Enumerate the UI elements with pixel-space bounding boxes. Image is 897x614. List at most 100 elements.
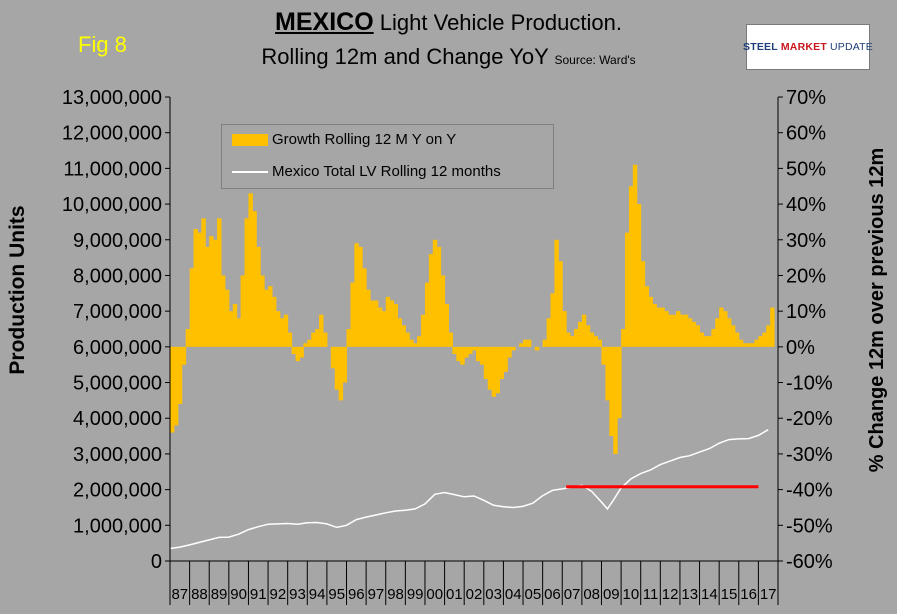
x-tick-label: 90	[230, 586, 247, 603]
x-tick-label: 03	[485, 586, 502, 603]
growth-bar	[660, 307, 665, 347]
growth-bar	[656, 307, 661, 347]
growth-bar	[589, 332, 595, 347]
left-tick-label: 6,000,000	[73, 337, 162, 359]
subtitle-text: Rolling 12m and Change YoY	[261, 44, 555, 69]
growth-bar	[617, 346, 622, 419]
growth-bar	[311, 332, 316, 347]
right-tick-label: 70%	[786, 87, 826, 109]
growth-bar	[220, 275, 226, 347]
x-tick-label: 06	[544, 586, 561, 603]
growth-bar	[723, 311, 728, 347]
growth-bar	[287, 332, 293, 347]
logo-word-update: UPDATE	[829, 41, 873, 53]
title-rest: Light Vehicle Production.	[373, 10, 622, 35]
production-line	[169, 429, 769, 550]
growth-bar	[193, 229, 198, 347]
growth-bar	[766, 325, 771, 347]
growth-bar	[322, 332, 328, 347]
growth-bar	[507, 346, 512, 358]
x-tick-label: 12	[662, 586, 679, 603]
legend-label-production: Mexico Total LV Rolling 12 months	[272, 163, 501, 180]
growth-bar	[472, 346, 477, 351]
growth-bar	[483, 346, 489, 379]
growth-bar	[511, 346, 516, 351]
growth-bar	[679, 314, 685, 347]
growth-bar	[746, 343, 752, 347]
growth-bar	[244, 218, 249, 347]
growth-bar	[742, 343, 748, 347]
growth-bar	[213, 239, 218, 347]
growth-bar	[307, 339, 312, 347]
growth-bar	[683, 314, 689, 347]
growth-bar	[291, 346, 297, 354]
growth-bar	[652, 304, 657, 347]
growth-bar	[495, 346, 500, 394]
growth-bar	[628, 186, 634, 347]
right-tick-label: 60%	[786, 123, 826, 145]
growth-bar	[197, 232, 202, 347]
x-tick-label: 05	[524, 586, 541, 603]
growth-bar	[491, 346, 497, 397]
growth-bar	[672, 314, 677, 347]
title-country: MEXICO	[275, 8, 374, 36]
growth-bar	[377, 307, 383, 347]
growth-bar	[581, 314, 587, 347]
growth-bar	[256, 246, 261, 347]
growth-bar	[691, 321, 697, 347]
x-tick-label: 94	[309, 586, 326, 603]
growth-bar	[373, 300, 379, 347]
growth-bar	[562, 311, 567, 347]
growth-bar	[550, 293, 555, 347]
growth-bar	[173, 346, 179, 426]
growth-bar	[385, 296, 391, 347]
growth-bar	[719, 307, 724, 347]
growth-bar	[236, 318, 242, 347]
growth-bar	[381, 311, 387, 347]
left-tick-label: 3,000,000	[73, 444, 162, 466]
growth-bar	[334, 346, 340, 390]
growth-bar	[448, 332, 453, 347]
x-tick-label: 89	[211, 586, 228, 603]
growth-bar	[279, 318, 285, 347]
growth-bar	[366, 289, 371, 347]
figure-label: Fig 8	[78, 32, 127, 57]
growth-bar	[727, 318, 732, 347]
x-axis-ticks: 87 88 89 90 91 92 93 94 95 96 97 98 99 00 01 02 03 04 05 06…	[169, 561, 779, 605]
growth-bar	[436, 246, 442, 347]
x-tick-label: 91	[250, 586, 267, 603]
growth-bar	[424, 282, 430, 347]
left-tick-label: 8,000,000	[73, 265, 162, 287]
growth-bar	[613, 346, 618, 454]
growth-bar	[201, 218, 206, 347]
growth-bar	[268, 286, 273, 347]
growth-bar	[687, 318, 693, 347]
x-tick-label: 07	[564, 586, 581, 603]
growth-bar	[315, 329, 320, 347]
growth-bar	[275, 311, 281, 347]
growth-bar	[283, 314, 289, 347]
source-note: Source: Ward's	[554, 53, 636, 67]
x-tick-label: 02	[466, 586, 483, 603]
growth-bar	[189, 268, 195, 347]
growth-bar	[730, 325, 736, 347]
growth-bar	[621, 329, 626, 347]
x-tick-label: 15	[721, 586, 738, 603]
growth-bar	[362, 268, 367, 347]
right-tick-label: -30%	[786, 444, 833, 466]
growth-bar	[271, 296, 277, 347]
growth-bar	[475, 346, 481, 362]
growth-bar	[758, 336, 763, 347]
growth-bar	[409, 339, 414, 347]
growth-bar	[487, 346, 493, 390]
growth-bar	[711, 329, 716, 347]
x-tick-label: 97	[368, 586, 385, 603]
growth-bar	[228, 311, 234, 347]
growth-bar	[499, 346, 504, 379]
x-tick-label: 92	[270, 586, 287, 603]
growth-bar	[558, 261, 563, 347]
growth-bar	[703, 336, 708, 347]
growth-bar	[523, 339, 528, 347]
steel-market-update-logo: STEEL MARKET UPDATE	[743, 24, 873, 70]
legend-swatch-growth	[232, 133, 268, 146]
